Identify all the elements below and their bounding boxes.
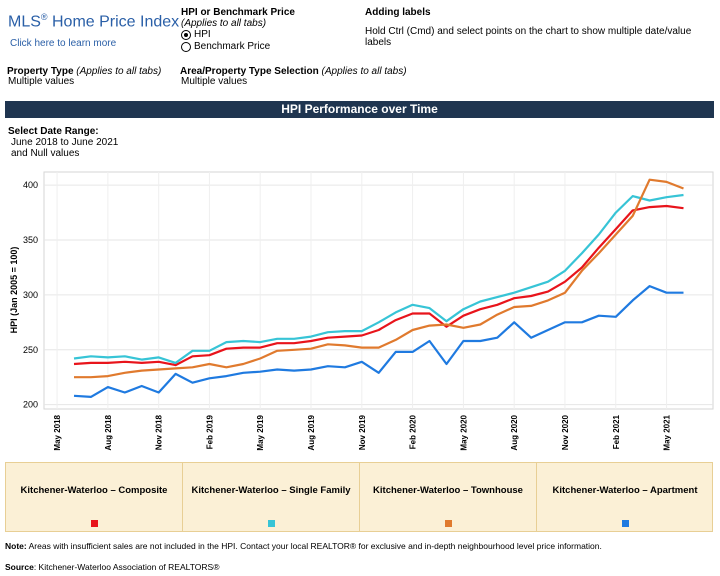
hpi-line-chart[interactable]: 200 250 300 350 400 May 2018 Aug 2018 Nov 2018… bbox=[0, 0, 720, 462]
series-line-townhouse[interactable] bbox=[74, 178, 684, 379]
footnote: Note: Areas with insufficient sales are … bbox=[5, 541, 602, 551]
legend-item-apartment[interactable]: Kitchener-Waterloo – Apartment bbox=[537, 463, 713, 531]
legend-label: Kitchener-Waterloo – Single Family bbox=[191, 485, 351, 496]
hpi-radio-option[interactable]: HPI bbox=[181, 29, 211, 40]
y-tick-label: 400 bbox=[23, 180, 38, 190]
date-range-label: Select Date Range: bbox=[8, 126, 99, 137]
hpi-radio-label: HPI bbox=[194, 29, 211, 40]
series-line-apartment[interactable] bbox=[73, 285, 684, 398]
benchmark-radio-label: Benchmark Price bbox=[194, 41, 271, 52]
y-tick-label: 200 bbox=[23, 400, 38, 410]
legend-item-composite[interactable]: Kitchener-Waterloo – Composite bbox=[6, 463, 183, 531]
x-tick-label: Aug 2020 bbox=[510, 414, 519, 450]
series-line-composite[interactable] bbox=[73, 204, 684, 367]
legend-swatch-townhouse bbox=[445, 520, 452, 527]
x-tick-label: May 2021 bbox=[663, 414, 672, 450]
x-tick-label: Nov 2019 bbox=[358, 414, 367, 450]
legend-label: Kitchener-Waterloo – Composite bbox=[20, 485, 168, 496]
area-selection-dropdown[interactable]: Multiple values bbox=[181, 76, 248, 87]
legend-label: Kitchener-Waterloo – Apartment bbox=[552, 485, 698, 496]
source-credit: Source: Kitchener-Waterloo Association o… bbox=[5, 562, 220, 572]
page-title: MLS® Home Price Index bbox=[8, 12, 180, 31]
x-tick-label: May 2018 bbox=[53, 414, 62, 450]
x-tick-label: Aug 2019 bbox=[307, 414, 316, 450]
legend-label: Kitchener-Waterloo – Townhouse bbox=[373, 485, 523, 496]
x-tick-label: May 2020 bbox=[459, 414, 468, 450]
x-tick-label: Aug 2018 bbox=[104, 414, 113, 450]
learn-more-link[interactable]: Click here to learn more bbox=[10, 38, 117, 49]
x-tick-label: Feb 2019 bbox=[205, 414, 214, 449]
x-tick-label: May 2019 bbox=[256, 414, 265, 450]
y-tick-label: 350 bbox=[23, 235, 38, 245]
hpi-selector-subtitle: (Applies to all tabs) bbox=[181, 18, 267, 29]
area-selection-label: Area/Property Type Selection (Applies to… bbox=[180, 66, 407, 77]
x-tick-label: Feb 2020 bbox=[409, 414, 418, 449]
legend-item-townhouse[interactable]: Kitchener-Waterloo – Townhouse bbox=[360, 463, 537, 531]
y-axis-label: HPI (Jan 2005 = 100) bbox=[9, 247, 19, 334]
y-tick-label: 250 bbox=[23, 345, 38, 355]
radio-unselected-icon[interactable] bbox=[181, 41, 191, 52]
series-legend: Kitchener-Waterloo – Composite Kitchener… bbox=[5, 462, 713, 532]
y-tick-label: 300 bbox=[23, 290, 38, 300]
property-type-dropdown[interactable]: Multiple values bbox=[8, 76, 75, 87]
date-range-value[interactable]: June 2018 to June 2021 bbox=[11, 137, 119, 148]
property-type-label: Property Type (Applies to all tabs) bbox=[7, 66, 162, 77]
benchmark-price-radio-option[interactable]: Benchmark Price bbox=[181, 41, 270, 52]
adding-labels-title: Adding labels bbox=[365, 7, 431, 18]
legend-swatch-apartment bbox=[622, 520, 629, 527]
x-tick-label: Nov 2020 bbox=[561, 414, 570, 450]
x-tick-label: Feb 2021 bbox=[612, 414, 621, 449]
date-range-null-option[interactable]: and Null values bbox=[11, 148, 80, 159]
hpi-selector-title: HPI or Benchmark Price bbox=[181, 7, 295, 18]
series-line-single-family[interactable] bbox=[73, 193, 684, 364]
legend-item-single-family[interactable]: Kitchener-Waterloo – Single Family bbox=[183, 463, 360, 531]
adding-labels-text: Hold Ctrl (Cmd) and select points on the… bbox=[365, 26, 692, 48]
section-banner: HPI Performance over Time bbox=[5, 101, 714, 118]
x-tick-label: Nov 2018 bbox=[155, 414, 164, 450]
legend-swatch-single-family bbox=[268, 520, 275, 527]
legend-swatch-composite bbox=[91, 520, 98, 527]
radio-selected-icon[interactable] bbox=[181, 29, 191, 40]
